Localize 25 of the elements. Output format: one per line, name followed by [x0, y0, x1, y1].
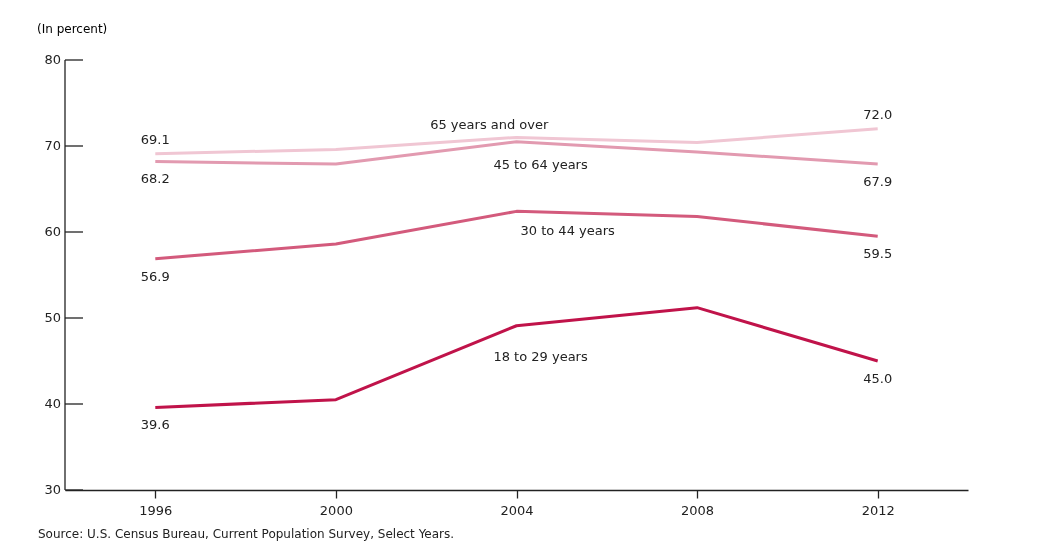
source-note: Source: U.S. Census Bureau, Current Population Survey, Select Years. — [38, 527, 455, 541]
y-tick-label: 40 — [44, 396, 61, 411]
data-label: 39.6 — [140, 417, 170, 433]
y-tick-label: 30 — [44, 482, 61, 497]
data-label: 72.0 — [863, 106, 893, 122]
data-label: 68.2 — [140, 171, 170, 187]
series-label: 18 to 29 years — [493, 348, 588, 364]
data-label: 59.5 — [863, 246, 893, 262]
x-tick-label: 2012 — [861, 502, 895, 518]
x-tick-label: 2004 — [500, 502, 534, 518]
y-axis-title: (In percent) — [37, 22, 108, 36]
data-label: 69.1 — [140, 131, 170, 147]
x-tick-label: 1996 — [139, 502, 173, 518]
series-label: 30 to 44 years — [520, 223, 616, 239]
series-label: 45 to 64 years — [493, 157, 588, 173]
y-tick-label: 70 — [44, 138, 61, 153]
data-label: 45.0 — [863, 371, 893, 386]
x-tick-label: 2008 — [681, 502, 715, 518]
y-tick-label: 60 — [44, 224, 61, 239]
data-label: 67.9 — [863, 174, 893, 190]
series-label: 65 years and over — [430, 117, 550, 133]
y-tick-label: 80 — [44, 52, 61, 67]
y-tick-label: 50 — [44, 310, 61, 325]
x-tick-label: 2000 — [319, 502, 353, 518]
data-label: 56.9 — [140, 268, 170, 284]
